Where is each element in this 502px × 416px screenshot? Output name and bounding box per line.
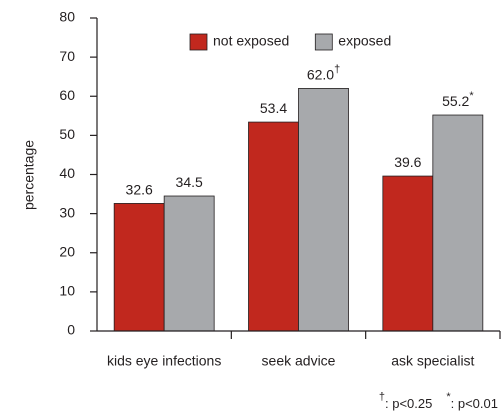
legend-swatch <box>314 33 333 51</box>
data-label-marker: * <box>469 90 474 102</box>
y-axis-label: percentage <box>21 140 37 210</box>
x-tick-label: kids eye infections <box>107 353 221 369</box>
bar <box>248 121 299 332</box>
legend-label: not exposed <box>213 33 289 49</box>
footnote-symbol: * <box>446 391 451 403</box>
y-tick-label: 0 <box>67 322 75 338</box>
data-label-value: 53.4 <box>260 100 287 116</box>
footnote-symbol: † <box>379 391 385 403</box>
bar <box>382 175 434 332</box>
data-label: 39.6 <box>394 154 421 170</box>
y-tick-label: 80 <box>59 9 75 25</box>
data-label-value: 32.6 <box>126 181 153 197</box>
y-tick-label: 10 <box>59 283 75 299</box>
data-label: 55.2* <box>442 90 474 109</box>
y-tick-label: 60 <box>59 87 75 103</box>
data-label-value: 39.6 <box>394 154 421 170</box>
footnote-text: : p<0.25 <box>385 396 432 411</box>
data-label-marker: † <box>334 63 340 75</box>
y-tick-label: 20 <box>59 243 75 259</box>
footnote: †: p<0.25 *: p<0.01 <box>379 391 498 412</box>
bar <box>432 114 484 332</box>
data-label-value: 34.5 <box>176 174 203 190</box>
y-tick-label: 50 <box>59 126 75 142</box>
bar <box>163 195 215 332</box>
data-label: 34.5 <box>176 174 203 190</box>
legend-swatch <box>189 33 208 51</box>
data-label-value: 62.0 <box>307 66 334 82</box>
x-tick-label: ask specialist <box>391 353 474 369</box>
data-label: 53.4 <box>260 100 287 116</box>
data-label: 32.6 <box>126 181 153 197</box>
y-tick-label: 40 <box>59 165 75 181</box>
x-tick-label: seek advice <box>262 353 336 369</box>
y-tick-label: 70 <box>59 48 75 64</box>
data-label-value: 55.2 <box>442 93 469 109</box>
legend-label: exposed <box>338 33 391 49</box>
data-label: 62.0† <box>307 63 340 82</box>
footnote-text: : p<0.01 <box>451 396 498 411</box>
y-tick-label: 30 <box>59 204 75 220</box>
bar <box>298 88 349 332</box>
bar <box>113 203 165 332</box>
